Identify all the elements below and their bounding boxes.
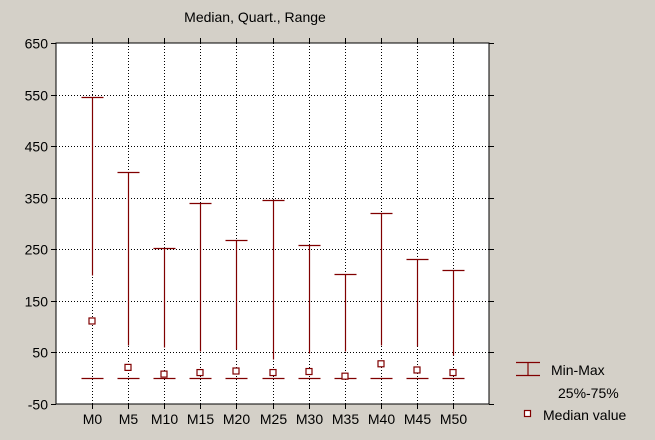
box-M30 [298, 244, 321, 380]
median-marker [160, 370, 168, 378]
box-M45 [406, 258, 429, 380]
y-tick-label: 250 [25, 242, 49, 258]
median-marker [341, 372, 349, 380]
x-tick-label: M50 [440, 411, 467, 427]
legend-label-box: 25%-75% [558, 385, 619, 401]
median-marker [88, 317, 96, 325]
box-M50 [442, 269, 465, 380]
median-marker [449, 368, 457, 377]
data-marks [81, 96, 465, 380]
legend: Min-Max 25%-75% Median value [516, 361, 626, 423]
box-M0 [81, 96, 104, 380]
legend-label-minmax: Min-Max [551, 362, 605, 378]
box-M25 [262, 199, 285, 380]
median-marker [196, 368, 204, 377]
y-tick-label: 150 [25, 294, 49, 310]
y-tick-label: 650 [25, 36, 49, 52]
y-tick-label: 550 [25, 88, 49, 104]
plot-area [55, 42, 490, 405]
legend-label-median: Median value [543, 407, 626, 423]
median-marker [377, 360, 385, 368]
x-tick-label: M45 [404, 411, 431, 427]
legend-minmax-symbol [516, 361, 540, 377]
median-marker [124, 363, 132, 371]
box-M20 [225, 239, 248, 380]
box-M15 [189, 202, 212, 380]
y-tick-label: 450 [25, 139, 49, 155]
median-marker [305, 367, 313, 376]
median-marker [413, 366, 421, 374]
x-tick-label: M20 [223, 411, 250, 427]
x-tick-label: M15 [187, 411, 214, 427]
x-tick-label: M40 [368, 411, 395, 427]
median-marker [232, 367, 240, 375]
legend-median-symbol [523, 409, 532, 418]
box-M10 [153, 247, 176, 380]
x-tick-label: M30 [296, 411, 323, 427]
y-tick-label: 50 [32, 345, 48, 361]
median-marker [269, 368, 277, 377]
x-tick-label: M10 [151, 411, 178, 427]
box-M40 [370, 212, 393, 380]
x-tick-label: M0 [83, 411, 103, 427]
box-M35 [334, 273, 357, 380]
y-tick-label: -50 [28, 397, 48, 413]
x-tick-label: M5 [119, 411, 139, 427]
y-axis: -50 50 150 250 350 450 550 650 [25, 36, 494, 413]
x-tick-label: M25 [260, 411, 287, 427]
y-tick-label: 350 [25, 191, 49, 207]
chart-title: Median, Quart., Range [184, 9, 326, 25]
x-axis: M0 M5 M10 M15 M20 M25 M30 M35 M40 M45 M50 [83, 38, 467, 427]
x-tick-label: M35 [332, 411, 359, 427]
box-M5 [117, 171, 140, 380]
